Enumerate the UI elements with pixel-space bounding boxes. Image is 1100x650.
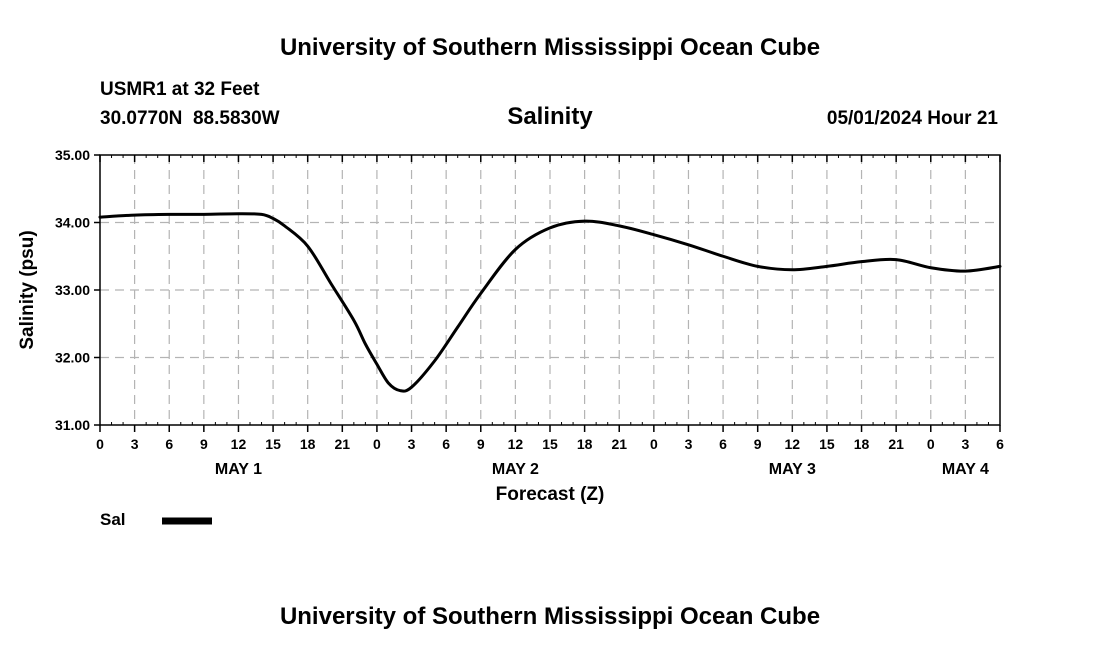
x-tick-label: 18: [854, 436, 870, 452]
station-label: USMR1 at 32 Feet: [100, 79, 260, 100]
day-labels: MAY 1 MAY 2 MAY 3 MAY 4: [215, 461, 989, 478]
x-tick-label: 12: [785, 436, 801, 452]
x-tick-label: 9: [200, 436, 208, 452]
x-tick-label: 0: [927, 436, 935, 452]
salinity-series-line: [98, 212, 1002, 393]
x-tick-label: 15: [265, 436, 281, 452]
y-tick-label: 31.00: [55, 417, 90, 433]
x-tick-label: 21: [335, 436, 351, 452]
footer-title: University of Southern Mississippi Ocean…: [280, 603, 820, 630]
x-tick-label: 15: [819, 436, 835, 452]
page-title: University of Southern Mississippi Ocean…: [280, 34, 820, 61]
x-tick-label: 6: [996, 436, 1004, 452]
x-tick-label: 15: [542, 436, 558, 452]
day-label: MAY 3: [769, 461, 816, 478]
x-tick-label: 6: [719, 436, 727, 452]
x-tick-label: 3: [961, 436, 969, 452]
day-label: MAY 2: [492, 461, 539, 478]
legend-label: Sal: [100, 510, 126, 529]
forecast-timestamp: 05/01/2024 Hour 21: [827, 108, 999, 129]
x-tick-label: 21: [888, 436, 904, 452]
chart-title: Salinity: [507, 103, 593, 130]
x-tick-label: 0: [373, 436, 381, 452]
x-tick-label: 18: [577, 436, 593, 452]
y-axis-label: Salinity (psu): [17, 230, 38, 349]
x-tick-labels: 0 3 6 9 12 15 18 21 0 3 6 9 12 15 18 21 0 3 6 9 12 15 18 21 0 3 6: [96, 436, 1004, 452]
x-tick-label: 18: [300, 436, 316, 452]
x-tick-label: 21: [611, 436, 627, 452]
x-tick-label: 12: [508, 436, 524, 452]
location-coordinates: 30.0770N 88.5830W: [100, 108, 280, 129]
x-axis-label: Forecast (Z): [496, 484, 605, 505]
grid-lines: [100, 155, 1000, 425]
x-tick-label: 6: [442, 436, 450, 452]
x-tick-label: 0: [96, 436, 104, 452]
x-tick-label: 3: [131, 436, 139, 452]
x-tick-label: 3: [408, 436, 416, 452]
x-tick-label: 9: [477, 436, 485, 452]
y-tick-label: 34.00: [55, 215, 90, 231]
x-tick-label: 6: [165, 436, 173, 452]
y-tick-label: 35.00: [55, 147, 90, 163]
day-label: MAY 1: [215, 461, 262, 478]
y-tick-labels: 31.00 32.00 33.00 34.00 35.00: [55, 147, 90, 433]
y-tick-label: 32.00: [55, 350, 90, 366]
x-tick-label: 9: [754, 436, 762, 452]
x-tick-label: 3: [685, 436, 693, 452]
x-tick-label: 12: [231, 436, 247, 452]
day-label: MAY 4: [942, 461, 989, 478]
axis-ticks: [94, 154, 1001, 432]
x-tick-label: 0: [650, 436, 658, 452]
y-tick-label: 33.00: [55, 282, 90, 298]
plot-frame: [99, 154, 1001, 426]
